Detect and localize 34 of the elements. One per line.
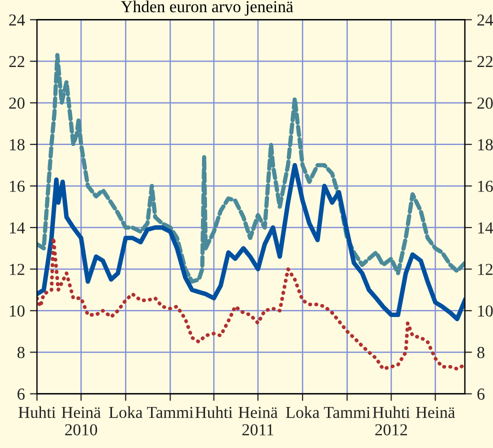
line-series <box>36 236 465 371</box>
y2-tick-label: 8 <box>477 346 484 358</box>
x-tick-label: Huhti 2012 <box>372 406 410 436</box>
line-series <box>36 52 465 284</box>
y2-tick-label: 22 <box>477 56 492 68</box>
y2-tick-label: 6 <box>477 388 485 400</box>
y-tick-label: 18 <box>10 139 25 150</box>
y-tick-label: 16 <box>10 180 25 192</box>
x-tick-label: Heinä <box>416 406 456 418</box>
y-tick-label: 22 <box>9 56 24 68</box>
y-tick-label: 20 <box>9 98 25 109</box>
y2-tick-label: 16 <box>478 180 493 192</box>
y-tick-label: 10 <box>10 305 25 317</box>
y2-tick-label: 18 <box>478 139 493 150</box>
y-tick-label: 12 <box>10 264 24 275</box>
y-tick-label: 6 <box>18 388 25 400</box>
y2-tick-label: 24 <box>477 14 493 26</box>
y-tick-label: 24 <box>9 14 25 26</box>
x-tick-label: Loka <box>286 406 320 418</box>
x-tick-label: Loka <box>109 406 143 418</box>
y2-tick-label: 14 <box>478 222 493 234</box>
x-tick-label: Heinä 2010 <box>62 406 101 436</box>
x-tick-label: Huhti <box>195 406 233 418</box>
y-tick-label: 8 <box>17 346 25 358</box>
x-tick-label: Tammi <box>324 406 370 418</box>
chart-title: Yhden euron arvo jeneinä <box>120 0 294 16</box>
y-tick-label: 14 <box>10 222 25 234</box>
y2-tick-label: 20 <box>477 98 493 109</box>
x-tick-label: Heinä 2011 <box>238 406 278 436</box>
x-tick-label: Huhti <box>18 406 56 418</box>
x-tick-label: Tammi <box>147 406 194 418</box>
y2-tick-label: 10 <box>478 305 493 317</box>
line-series <box>36 162 465 322</box>
y2-tick-label: 12 <box>478 264 492 275</box>
